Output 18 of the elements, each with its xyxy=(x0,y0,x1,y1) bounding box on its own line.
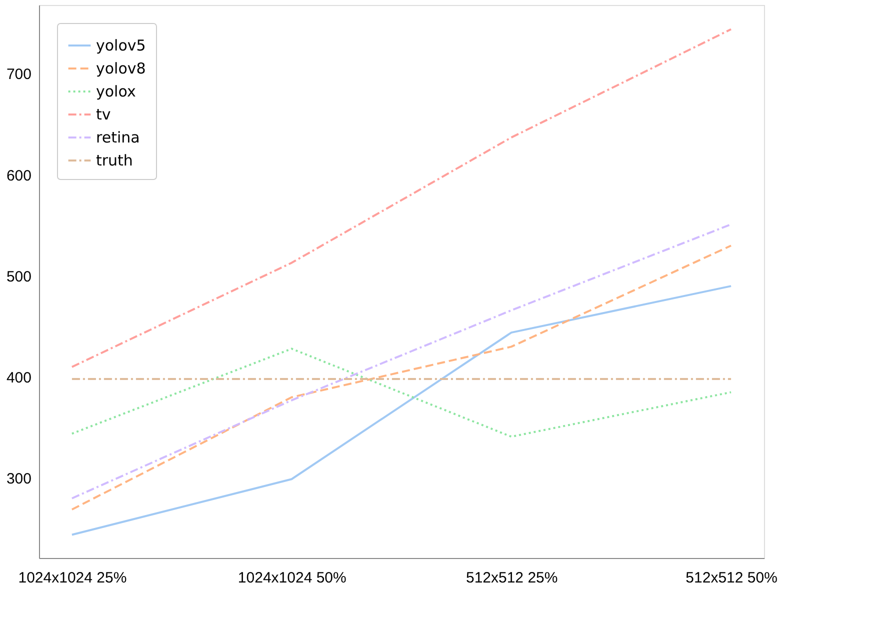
legend-label: yolox xyxy=(96,82,136,100)
y-tick-label: 300 xyxy=(6,470,32,488)
line-series xyxy=(70,285,732,536)
x-tick-label: 1024x1024 50% xyxy=(238,570,346,586)
y-tick-label: 400 xyxy=(6,370,32,387)
legend-label: tv xyxy=(96,106,111,124)
y-tick-label: 600 xyxy=(6,167,32,184)
legend-label: retina xyxy=(96,128,140,146)
y-tick-label: 700 xyxy=(6,66,32,84)
legend-label: yolov8 xyxy=(96,60,146,78)
legend-label: truth xyxy=(96,152,133,170)
x-tick-label: 1024x1024 25% xyxy=(18,570,127,586)
legend-label: yolov5 xyxy=(96,36,146,54)
x-tick-label: 512x512 25% xyxy=(466,570,558,586)
y-tick-label: 500 xyxy=(6,268,32,286)
line-series xyxy=(70,348,732,438)
line-series xyxy=(70,28,732,368)
x-tick-label: 512x512 50% xyxy=(686,570,778,586)
